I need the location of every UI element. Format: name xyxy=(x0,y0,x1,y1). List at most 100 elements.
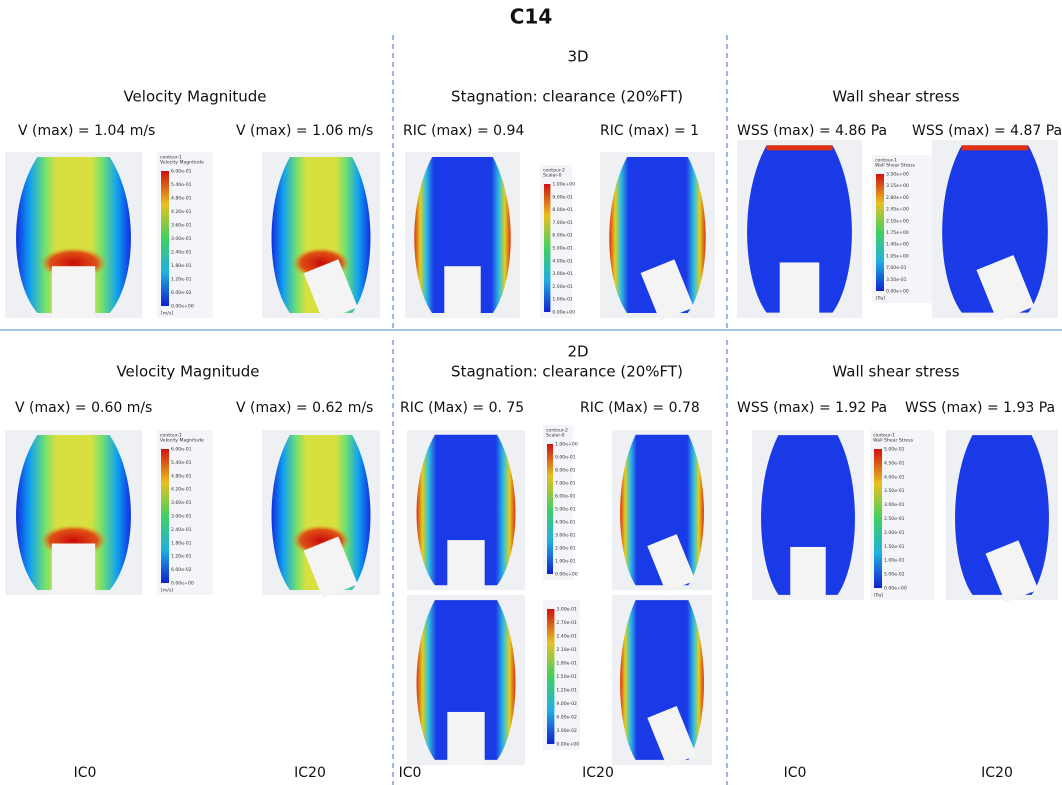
panel-heading: Wall shear stress xyxy=(832,88,959,106)
colorbar xyxy=(547,609,555,744)
case-label: IC20 xyxy=(294,765,326,781)
colorbar-tick-label: 4.20e-01 xyxy=(171,487,192,493)
colorbar-tick-label: 7.00e-01 xyxy=(886,265,907,271)
colorbar-tick-label: 3.60e-01 xyxy=(171,223,192,229)
colorbar-tick-label: 6.00e-02 xyxy=(171,290,192,296)
colorbar-tick-label: 0.00e+00 xyxy=(171,304,194,310)
vessel xyxy=(271,156,371,314)
colorbar xyxy=(547,444,553,574)
colorbar-title: Wall Shear Stress xyxy=(875,163,916,169)
high-stress-band xyxy=(766,145,833,151)
colorbar-tick-label: 2.50e-01 xyxy=(884,516,905,522)
colorbar-tick-label: 1.20e-01 xyxy=(556,688,577,694)
max-value-label: V (max) = 0.62 m/s xyxy=(236,400,373,416)
colorbar-tick-label: 6.00e-01 xyxy=(171,169,192,175)
colorbar-tick-label: 6.00e-01 xyxy=(555,494,576,500)
inlet xyxy=(51,543,96,595)
high-stress-band xyxy=(961,145,1029,151)
colorbar-tick-label: 2.40e-01 xyxy=(171,250,192,256)
colorbar-tick-label: 6.00e-01 xyxy=(171,447,192,453)
colorbar-tick-label: 9.00e-01 xyxy=(552,194,573,200)
colorbar-tick-label: 2.70e-01 xyxy=(556,620,577,626)
colorbar-tick-label: 4.00e-01 xyxy=(884,474,905,480)
inlet xyxy=(647,534,696,593)
colorbar-tick-label: 0.00e+00 xyxy=(884,586,907,592)
colorbar-tick-label: 1.75e+00 xyxy=(886,230,909,236)
inlet xyxy=(985,540,1039,603)
panel-heading: Stagnation: clearance (20%FT) xyxy=(451,88,683,106)
max-value-label: WSS (max) = 4.87 Pa xyxy=(912,123,1062,139)
case-label: IC20 xyxy=(981,765,1013,781)
colorbar-tick-label: 1.20e-01 xyxy=(171,554,192,560)
colorbar-tick-label: 6.00e-02 xyxy=(171,567,192,573)
colorbar-tick-label: 4.80e-01 xyxy=(171,473,192,479)
colorbar-tick-label: 1.00e-01 xyxy=(884,558,905,564)
colorbar-title: contour-1 xyxy=(160,155,182,161)
colorbar-tick-label: 3.50e-01 xyxy=(886,277,907,283)
colorbar-tick-label: 9.00e-02 xyxy=(556,701,577,707)
colorbar-title: Velocity Magnitude xyxy=(160,438,204,444)
colorbar-tick-label: 2.40e-01 xyxy=(556,634,577,640)
colorbar-tick-label: 4.80e-01 xyxy=(171,196,192,202)
colorbar-tick-label: 1.00e-01 xyxy=(555,559,576,565)
case-label: IC0 xyxy=(784,765,807,781)
colorbar-tick-label: 1.50e-01 xyxy=(884,544,905,550)
colorbar-tick-label: 2.00e-01 xyxy=(555,546,576,552)
colorbar-tick-label: 5.00e-01 xyxy=(552,246,573,252)
colorbar-tick-label: 4.00e-01 xyxy=(552,258,573,264)
colorbar-tick-label: 3.00e-01 xyxy=(556,607,577,613)
colorbar-tick-label: 1.40e+00 xyxy=(886,242,909,248)
vessel xyxy=(955,435,1049,595)
case-label: IC20 xyxy=(582,765,614,781)
max-value-label: WSS (max) = 4.86 Pa xyxy=(737,123,887,139)
vessel xyxy=(416,434,516,586)
colorbar-tick-label: 3.00e-01 xyxy=(555,533,576,539)
colorbar-tick-label: 4.50e-01 xyxy=(884,460,905,466)
colorbar-tick-label: 2.10e+00 xyxy=(886,218,909,224)
colorbar-tick-label: 1.80e-01 xyxy=(556,661,577,667)
inlet xyxy=(51,266,96,318)
panel-heading: Velocity Magnitude xyxy=(123,88,266,106)
colorbar xyxy=(161,171,169,306)
colorbar-title: Velocity Magnitude xyxy=(160,160,204,166)
inlet xyxy=(790,546,826,600)
vessel xyxy=(747,145,852,313)
max-value-label: WSS (max) = 1.92 Pa xyxy=(737,400,887,416)
colorbar-title: contour-1 xyxy=(873,433,895,439)
colorbar-tick-label: 1.80e-01 xyxy=(171,540,192,546)
inlet xyxy=(647,706,697,768)
vessel xyxy=(414,156,511,314)
case-label: IC0 xyxy=(399,765,422,781)
colorbar-title: contour-2 xyxy=(543,168,565,174)
max-value-label: RIC (Max) = 0.78 xyxy=(580,400,700,416)
max-value-label: RIC (max) = 1 xyxy=(600,123,699,139)
colorbar-tick-label: 3.50e+00 xyxy=(886,172,909,178)
colorbar xyxy=(544,184,551,312)
max-value-label: RIC (Max) = 0. 75 xyxy=(400,400,524,416)
inlet xyxy=(303,536,358,599)
colorbar-tick-label: 5.40e-01 xyxy=(171,182,192,188)
colorbar-tick-label: 2.00e-01 xyxy=(552,284,573,290)
colorbar-tick-label: 1.80e-01 xyxy=(171,263,192,269)
colorbar-tick-label: 1.20e-01 xyxy=(171,277,192,283)
colorbar-tick-label: 1.05e+00 xyxy=(886,253,909,259)
colorbar-tick-label: 3.60e-01 xyxy=(171,500,192,506)
colorbar-tick-label: 5.00e-01 xyxy=(884,447,905,453)
colorbar-title: contour-1 xyxy=(160,433,182,439)
colorbar-tick-label: 0.00e+00 xyxy=(555,572,578,578)
colorbar-tick-label: 3.50e-01 xyxy=(884,488,905,494)
colorbar-tick-label: 0.00e+00 xyxy=(886,289,909,295)
colorbar-tick-label: 0.00e+00 xyxy=(552,310,575,316)
vessel xyxy=(761,435,855,595)
colorbar xyxy=(161,449,169,583)
max-value-label: V (max) = 1.06 m/s xyxy=(236,123,373,139)
colorbar-tick-label: 5.00e-02 xyxy=(884,572,905,578)
panel-heading: Velocity Magnitude xyxy=(116,363,259,381)
inlet xyxy=(444,266,481,318)
colorbar-tick-label: 7.00e-01 xyxy=(552,220,573,226)
colorbar-title: contour-1 xyxy=(875,158,897,164)
vessel xyxy=(16,434,131,591)
colorbar-tick-label: 5.00e-01 xyxy=(555,507,576,513)
colorbar-tick-label: 3.00e-01 xyxy=(171,514,192,520)
